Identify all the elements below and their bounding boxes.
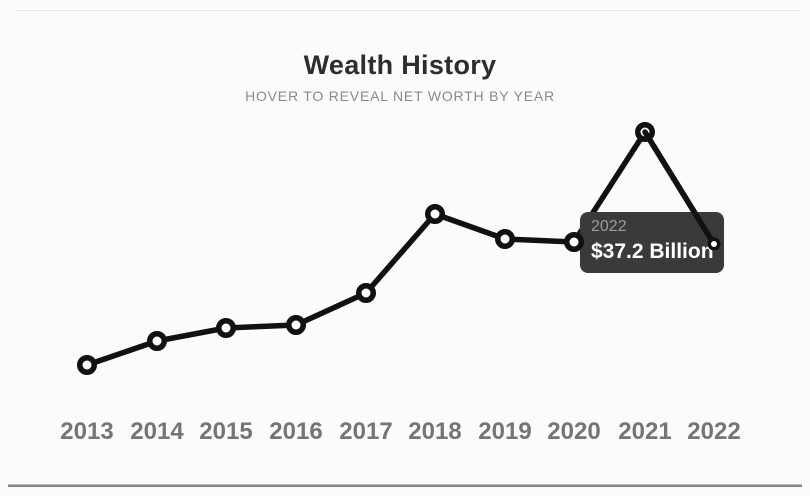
bottom-divider: [8, 484, 802, 487]
x-axis-label-2021: 2021: [618, 418, 672, 445]
top-divider: [15, 10, 800, 11]
x-axis-label-2020: 2020: [547, 418, 601, 445]
page-title: Wealth History: [303, 50, 497, 80]
x-axis-label-2022: 2022: [687, 418, 741, 445]
data-point-2022[interactable]: [707, 237, 721, 251]
x-axis-label-2015: 2015: [199, 418, 253, 445]
data-point-2015[interactable]: [216, 318, 236, 338]
chart-header: Wealth History HOVER TO REVEAL NET WORTH…: [0, 50, 800, 104]
chart-subtitle: HOVER TO REVEAL NET WORTH BY YEAR: [245, 88, 555, 104]
x-axis-label-2016: 2016: [269, 418, 323, 445]
data-point-2017[interactable]: [356, 283, 376, 303]
chart-tooltip: 2022 $37.2 Billion: [580, 212, 724, 273]
data-point-2016[interactable]: [286, 315, 306, 335]
data-point-2020[interactable]: [564, 232, 584, 252]
x-axis-label-2014: 2014: [130, 418, 184, 445]
tooltip-value-label: $37.2 Billion: [591, 240, 714, 263]
data-point-2021[interactable]: [635, 122, 655, 142]
data-point-2018[interactable]: [425, 204, 445, 224]
data-point-2019[interactable]: [495, 229, 515, 249]
x-axis-label-2019: 2019: [478, 418, 532, 445]
data-point-2014[interactable]: [147, 331, 167, 351]
x-axis-label-2013: 2013: [60, 418, 114, 445]
x-axis-label-2017: 2017: [339, 418, 393, 445]
tooltip-year-label: 2022: [591, 218, 627, 235]
x-axis-label-2018: 2018: [408, 418, 462, 445]
data-point-2013[interactable]: [77, 355, 97, 375]
